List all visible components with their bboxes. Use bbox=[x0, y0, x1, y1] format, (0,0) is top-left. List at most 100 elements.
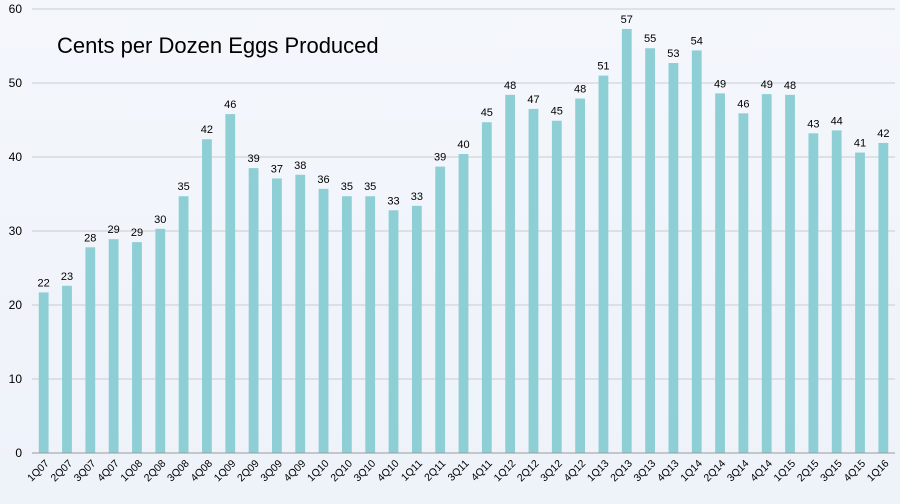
bar bbox=[505, 94, 516, 453]
data-label: 46 bbox=[224, 99, 236, 111]
x-tick-label: 3Q09 bbox=[258, 458, 285, 485]
data-label: 51 bbox=[597, 61, 609, 73]
x-tick-label: 4Q12 bbox=[562, 458, 589, 485]
bar bbox=[318, 188, 329, 453]
x-tick-label: 3Q15 bbox=[818, 458, 845, 485]
bar bbox=[598, 75, 609, 453]
x-tick-label: 1Q07 bbox=[25, 458, 52, 485]
x-tick-label: 4Q09 bbox=[282, 458, 309, 485]
bar bbox=[132, 242, 142, 453]
data-label: 33 bbox=[411, 191, 423, 203]
data-label: 49 bbox=[714, 78, 726, 90]
data-label: 35 bbox=[177, 181, 189, 193]
data-label: 48 bbox=[574, 84, 586, 96]
bar bbox=[668, 63, 679, 454]
x-tick-label: 1Q15 bbox=[772, 458, 799, 485]
bar bbox=[295, 174, 306, 453]
x-tick-label: 2Q10 bbox=[328, 458, 355, 485]
bar bbox=[645, 48, 655, 453]
x-tick-label: 1Q08 bbox=[118, 458, 145, 485]
x-tick-label: 4Q11 bbox=[469, 458, 495, 484]
data-labels: 22 23 28 29 29 30 35 42 46 39 37 38 36 35 35 33 33 39 40 45… bbox=[38, 14, 890, 289]
x-tick-label: 2Q14 bbox=[702, 458, 729, 485]
bar bbox=[38, 292, 49, 453]
data-label: 41 bbox=[854, 138, 866, 150]
data-label: 38 bbox=[294, 160, 306, 172]
bar bbox=[831, 130, 842, 454]
data-label: 40 bbox=[457, 139, 469, 151]
bar bbox=[575, 98, 586, 453]
x-tick-label: 2Q08 bbox=[142, 458, 169, 485]
bar bbox=[878, 142, 889, 453]
x-tick-label: 4Q07 bbox=[95, 458, 122, 485]
data-label: 45 bbox=[551, 106, 563, 118]
bar bbox=[481, 122, 492, 453]
bar bbox=[341, 196, 352, 453]
bar bbox=[155, 228, 166, 453]
bar bbox=[715, 93, 725, 454]
chart-title: Cents per Dozen Eggs Produced bbox=[57, 33, 379, 58]
bar-series bbox=[38, 28, 889, 454]
data-label: 49 bbox=[761, 79, 773, 91]
data-label: 45 bbox=[481, 107, 493, 119]
bar bbox=[108, 239, 119, 453]
data-label: 48 bbox=[504, 80, 516, 92]
bar bbox=[691, 50, 702, 453]
data-label: 47 bbox=[527, 94, 539, 106]
bar bbox=[458, 154, 469, 454]
data-label: 28 bbox=[84, 232, 96, 244]
x-tick-label: 2Q09 bbox=[235, 458, 262, 485]
x-tick-label: 1Q12 bbox=[492, 458, 519, 485]
y-tick-label: 40 bbox=[9, 150, 23, 164]
bar bbox=[551, 120, 562, 454]
x-tick-label: 3Q07 bbox=[72, 458, 99, 485]
x-tick-label: 1Q09 bbox=[212, 458, 239, 485]
bar bbox=[225, 114, 236, 453]
data-label: 39 bbox=[247, 153, 259, 165]
bar bbox=[178, 196, 189, 453]
y-tick-label: 60 bbox=[9, 2, 23, 16]
x-tick-label: 3Q14 bbox=[725, 458, 752, 485]
bar bbox=[621, 28, 632, 453]
data-label: 44 bbox=[831, 115, 843, 127]
y-tick-label: 30 bbox=[9, 224, 23, 238]
x-tick-label: 3Q13 bbox=[632, 458, 659, 485]
x-tick-label: 3Q10 bbox=[352, 458, 379, 485]
data-label: 39 bbox=[434, 152, 446, 164]
x-tick-label: 4Q13 bbox=[655, 458, 682, 485]
x-tick-label: 4Q14 bbox=[748, 458, 775, 485]
data-label: 33 bbox=[387, 195, 399, 207]
bar bbox=[248, 168, 259, 453]
bar bbox=[411, 205, 422, 453]
x-tick-label: 2Q11 bbox=[422, 458, 448, 484]
data-label: 36 bbox=[317, 174, 329, 186]
bar bbox=[785, 94, 795, 453]
x-tick-label: 2Q12 bbox=[515, 458, 542, 485]
bar bbox=[761, 94, 772, 453]
data-label: 30 bbox=[154, 214, 166, 226]
x-tick-label: 1Q13 bbox=[585, 458, 612, 485]
bar bbox=[855, 152, 865, 453]
data-label: 22 bbox=[38, 277, 50, 289]
x-tick-label: 2Q13 bbox=[608, 458, 635, 485]
x-tick-label: 1Q11 bbox=[399, 458, 425, 484]
x-axis-tick-labels: 1Q072Q073Q074Q071Q082Q083Q084Q081Q092Q09… bbox=[25, 458, 891, 485]
data-label: 42 bbox=[201, 124, 213, 136]
bar bbox=[435, 166, 446, 453]
data-label: 37 bbox=[271, 163, 283, 175]
data-label: 55 bbox=[644, 33, 656, 45]
y-tick-label: 20 bbox=[9, 298, 23, 312]
x-tick-label: 1Q10 bbox=[305, 458, 332, 485]
bar bbox=[85, 247, 96, 453]
data-label: 29 bbox=[131, 227, 143, 239]
bar bbox=[202, 139, 212, 454]
data-label: 46 bbox=[737, 98, 749, 110]
y-tick-label: 10 bbox=[9, 372, 23, 386]
y-tick-label: 50 bbox=[9, 76, 23, 90]
x-tick-label: 2Q07 bbox=[48, 458, 75, 485]
data-label: 43 bbox=[807, 118, 819, 130]
bar bbox=[528, 108, 539, 454]
x-tick-label: 4Q08 bbox=[188, 458, 215, 485]
data-label: 35 bbox=[364, 181, 376, 193]
